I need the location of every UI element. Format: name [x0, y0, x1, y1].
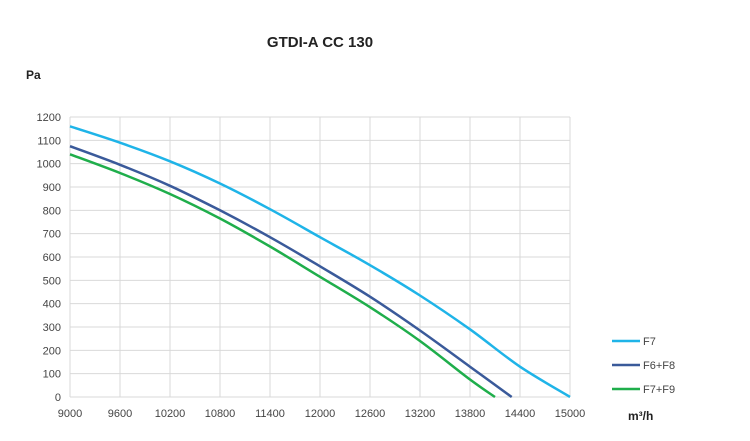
- series-lines: [69, 125, 571, 399]
- series-line-f7: [69, 125, 571, 399]
- y-axis-label: Pa: [26, 68, 41, 82]
- y-tick-label: 900: [43, 182, 61, 194]
- y-tick-label: 700: [43, 229, 61, 241]
- x-tick-label: 9000: [58, 408, 82, 420]
- y-tick-label: 800: [43, 205, 61, 217]
- series-line-f7-f9: [69, 153, 496, 399]
- x-tick-label: 12000: [305, 408, 336, 420]
- x-axis-label: m³/h: [628, 409, 653, 423]
- chart-title: GTDI-A CC 130: [267, 34, 373, 51]
- legend-label: F7+F9: [643, 384, 675, 396]
- x-tick-label: 10200: [155, 408, 186, 420]
- y-tick-label: 600: [43, 252, 61, 264]
- legend: F7 F6+F8 F7+F9: [612, 336, 675, 396]
- x-tick-label: 12600: [355, 408, 386, 420]
- x-tick-label: 13800: [455, 408, 486, 420]
- grid: [69, 116, 571, 398]
- legend-label: F6+F8: [643, 360, 675, 372]
- y-tick-label: 200: [43, 345, 61, 357]
- series-line-f6-f8: [69, 145, 513, 399]
- x-tick-label: 15000: [555, 408, 586, 420]
- x-tick-label: 9600: [108, 408, 132, 420]
- x-tick-label: 10800: [205, 408, 236, 420]
- y-tick-label: 500: [43, 275, 61, 287]
- y-tick-label: 400: [43, 299, 61, 311]
- tick-labels: 0 100 200 300 400 500 600 700 800 900 1000 1100 1200…: [37, 112, 586, 420]
- y-tick-label: 100: [43, 369, 61, 381]
- x-tick-label: 14400: [505, 408, 536, 420]
- y-tick-label: 300: [43, 322, 61, 334]
- y-tick-label: 1200: [37, 112, 61, 124]
- y-tick-label: 0: [55, 392, 61, 404]
- y-tick-label: 1100: [37, 135, 61, 147]
- x-tick-label: 13200: [405, 408, 436, 420]
- y-tick-label: 1000: [37, 159, 61, 171]
- legend-label: F7: [643, 336, 656, 348]
- x-tick-label: 11400: [255, 408, 285, 420]
